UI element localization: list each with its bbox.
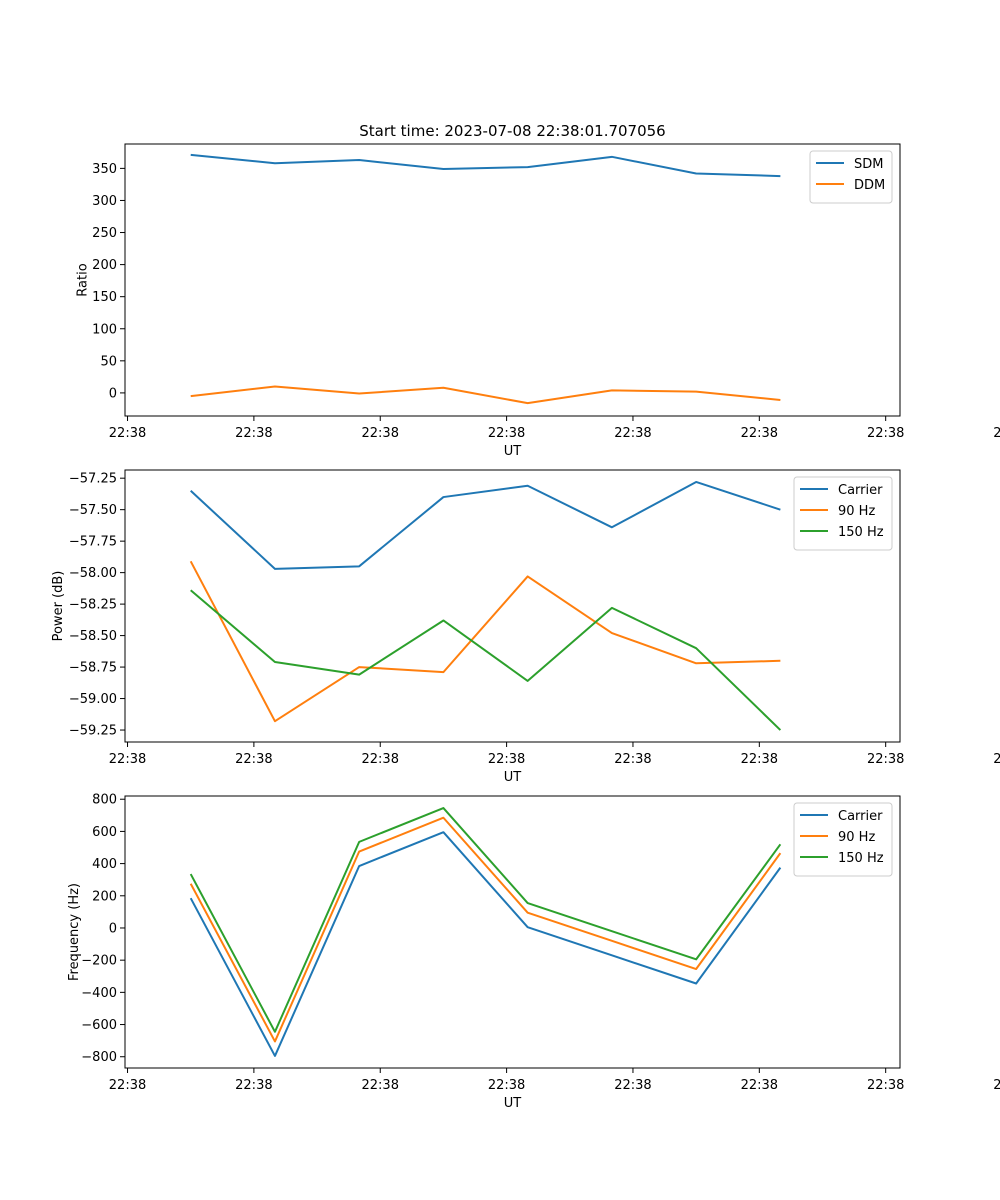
x-tick-label: 22:38 [235, 426, 272, 441]
y-tick-label: 350 [92, 162, 117, 177]
legend-label: SDM [854, 157, 883, 172]
y-tick-label: −58.50 [69, 629, 117, 644]
y-tick-label: −59.00 [69, 692, 117, 707]
series-line-ddm [190, 385, 781, 405]
x-tick-label: 22:39 [993, 426, 1000, 441]
legend: Carrier 90 Hz 150 Hz [793, 476, 893, 551]
series-line-carrier [189, 831, 782, 1057]
x-tick-label: 22:38 [488, 752, 525, 767]
x-axis-label: UT [504, 1096, 522, 1111]
legend-label: 90 Hz [838, 504, 875, 519]
y-tick-label: 200 [92, 889, 117, 904]
y-tick-label: −400 [81, 986, 117, 1001]
y-tick-label: 250 [92, 226, 117, 241]
y-tick-label: −57.50 [69, 503, 117, 518]
y-tick-label: −200 [81, 954, 117, 969]
y-tick-label: 800 [92, 793, 117, 808]
y-tick-label: 0 [109, 921, 117, 936]
axes-frame [124, 795, 901, 1069]
series-line-150-hz [190, 589, 782, 731]
x-tick-label: 22:38 [235, 752, 272, 767]
x-tick-label: 22:38 [867, 752, 904, 767]
x-axis-label: UT [504, 770, 522, 785]
y-tick-label: 600 [92, 825, 117, 840]
y-tick-label: −57.25 [69, 472, 117, 487]
x-axis-label: UT [504, 444, 522, 459]
x-tick-label: 22:38 [488, 426, 525, 441]
y-tick-label: 200 [92, 258, 117, 273]
legend: Carrier 90 Hz 150 Hz [793, 802, 893, 877]
x-tick-label: 22:38 [362, 1078, 399, 1093]
y-tick-label: −800 [81, 1050, 117, 1065]
x-tick-label: 22:38 [235, 1078, 272, 1093]
y-tick-label: −58.25 [69, 598, 117, 613]
y-tick-label: −58.75 [69, 661, 117, 676]
panel-3: 22:38 22:38 22:38 22:38 22:38 22:38 22:38 22:39… [67, 793, 1000, 1111]
x-tick-label: 22:38 [867, 426, 904, 441]
x-tick-label: 22:38 [109, 426, 146, 441]
legend-label: DDM [854, 178, 885, 193]
x-tick-label: 22:38 [741, 1078, 778, 1093]
y-tick-label: 100 [92, 322, 117, 337]
axes-frame [124, 143, 901, 417]
y-axis-label: Power (dB) [51, 571, 66, 642]
x-tick-label: 22:38 [741, 426, 778, 441]
x-tick-label: 22:39 [993, 1078, 1000, 1093]
y-tick-label: 400 [92, 857, 117, 872]
x-tick-label: 22:39 [993, 752, 1000, 767]
x-tick-label: 22:38 [614, 752, 651, 767]
series-line-sdm [190, 153, 781, 178]
x-tick-label: 22:38 [741, 752, 778, 767]
x-tick-label: 22:38 [362, 752, 399, 767]
x-tick-label: 22:38 [867, 1078, 904, 1093]
x-tick-label: 22:38 [109, 752, 146, 767]
y-tick-label: 150 [92, 290, 117, 305]
series-line-90-hz [189, 816, 782, 1043]
panels: 22:38 22:38 22:38 22:38 22:38 22:38 22:38 22:39… [51, 143, 1000, 1111]
y-tick-label: 300 [92, 194, 117, 209]
legend-label: 90 Hz [838, 830, 875, 845]
y-tick-label: −57.75 [69, 535, 117, 550]
legend-label: 150 Hz [838, 525, 884, 540]
y-axis-label: Frequency (Hz) [67, 883, 82, 981]
figure-title: Start time: 2023-07-08 22:38:01.707056 [359, 122, 665, 140]
legend: SDM DDM [809, 150, 893, 204]
y-tick-label: 50 [100, 354, 117, 369]
y-tick-label: 0 [109, 386, 117, 401]
panel-1: 22:38 22:38 22:38 22:38 22:38 22:38 22:38 22:39… [75, 143, 1000, 459]
series-line-carrier [190, 480, 781, 570]
axes-frame [124, 469, 901, 743]
x-tick-label: 22:38 [614, 426, 651, 441]
y-tick-label: −59.25 [69, 724, 117, 739]
series-line-150-hz [189, 807, 782, 1033]
x-tick-label: 22:38 [362, 426, 399, 441]
y-tick-label: −58.00 [69, 566, 117, 581]
panel-2: 22:38 22:38 22:38 22:38 22:38 22:38 22:38 22:39… [51, 469, 1000, 785]
x-tick-label: 22:38 [109, 1078, 146, 1093]
x-tick-label: 22:38 [614, 1078, 651, 1093]
legend-label: Carrier [838, 809, 883, 824]
legend-label: Carrier [838, 483, 883, 498]
y-axis-label: Ratio [75, 263, 90, 296]
y-tick-label: −600 [81, 1018, 117, 1033]
series-line-90-hz [189, 560, 781, 723]
x-tick-label: 22:38 [488, 1078, 525, 1093]
legend-label: 150 Hz [838, 851, 884, 866]
